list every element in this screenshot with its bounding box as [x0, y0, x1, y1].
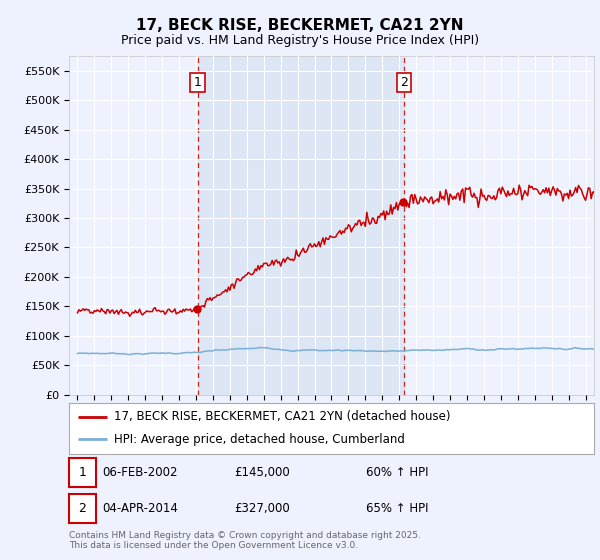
Text: 1: 1 [79, 466, 86, 479]
Text: HPI: Average price, detached house, Cumberland: HPI: Average price, detached house, Cumb… [113, 433, 404, 446]
Bar [197, 56, 404, 395]
Text: 60% ↑ HPI: 60% ↑ HPI [366, 466, 428, 479]
Text: 65% ↑ HPI: 65% ↑ HPI [366, 502, 428, 515]
Text: Price paid vs. HM Land Registry's House Price Index (HPI): Price paid vs. HM Land Registry's House … [121, 34, 479, 46]
Text: 2: 2 [79, 502, 86, 515]
Text: 2: 2 [400, 76, 407, 89]
Text: 1: 1 [194, 76, 202, 89]
Text: £327,000: £327,000 [234, 502, 290, 515]
Text: Contains HM Land Registry data © Crown copyright and database right 2025.
This d: Contains HM Land Registry data © Crown c… [69, 530, 421, 550]
Text: 04-APR-2014: 04-APR-2014 [102, 502, 178, 515]
Text: 06-FEB-2002: 06-FEB-2002 [102, 466, 178, 479]
Text: 17, BECK RISE, BECKERMET, CA21 2YN: 17, BECK RISE, BECKERMET, CA21 2YN [136, 18, 464, 33]
Text: £145,000: £145,000 [234, 466, 290, 479]
Text: 17, BECK RISE, BECKERMET, CA21 2YN (detached house): 17, BECK RISE, BECKERMET, CA21 2YN (deta… [113, 410, 450, 423]
